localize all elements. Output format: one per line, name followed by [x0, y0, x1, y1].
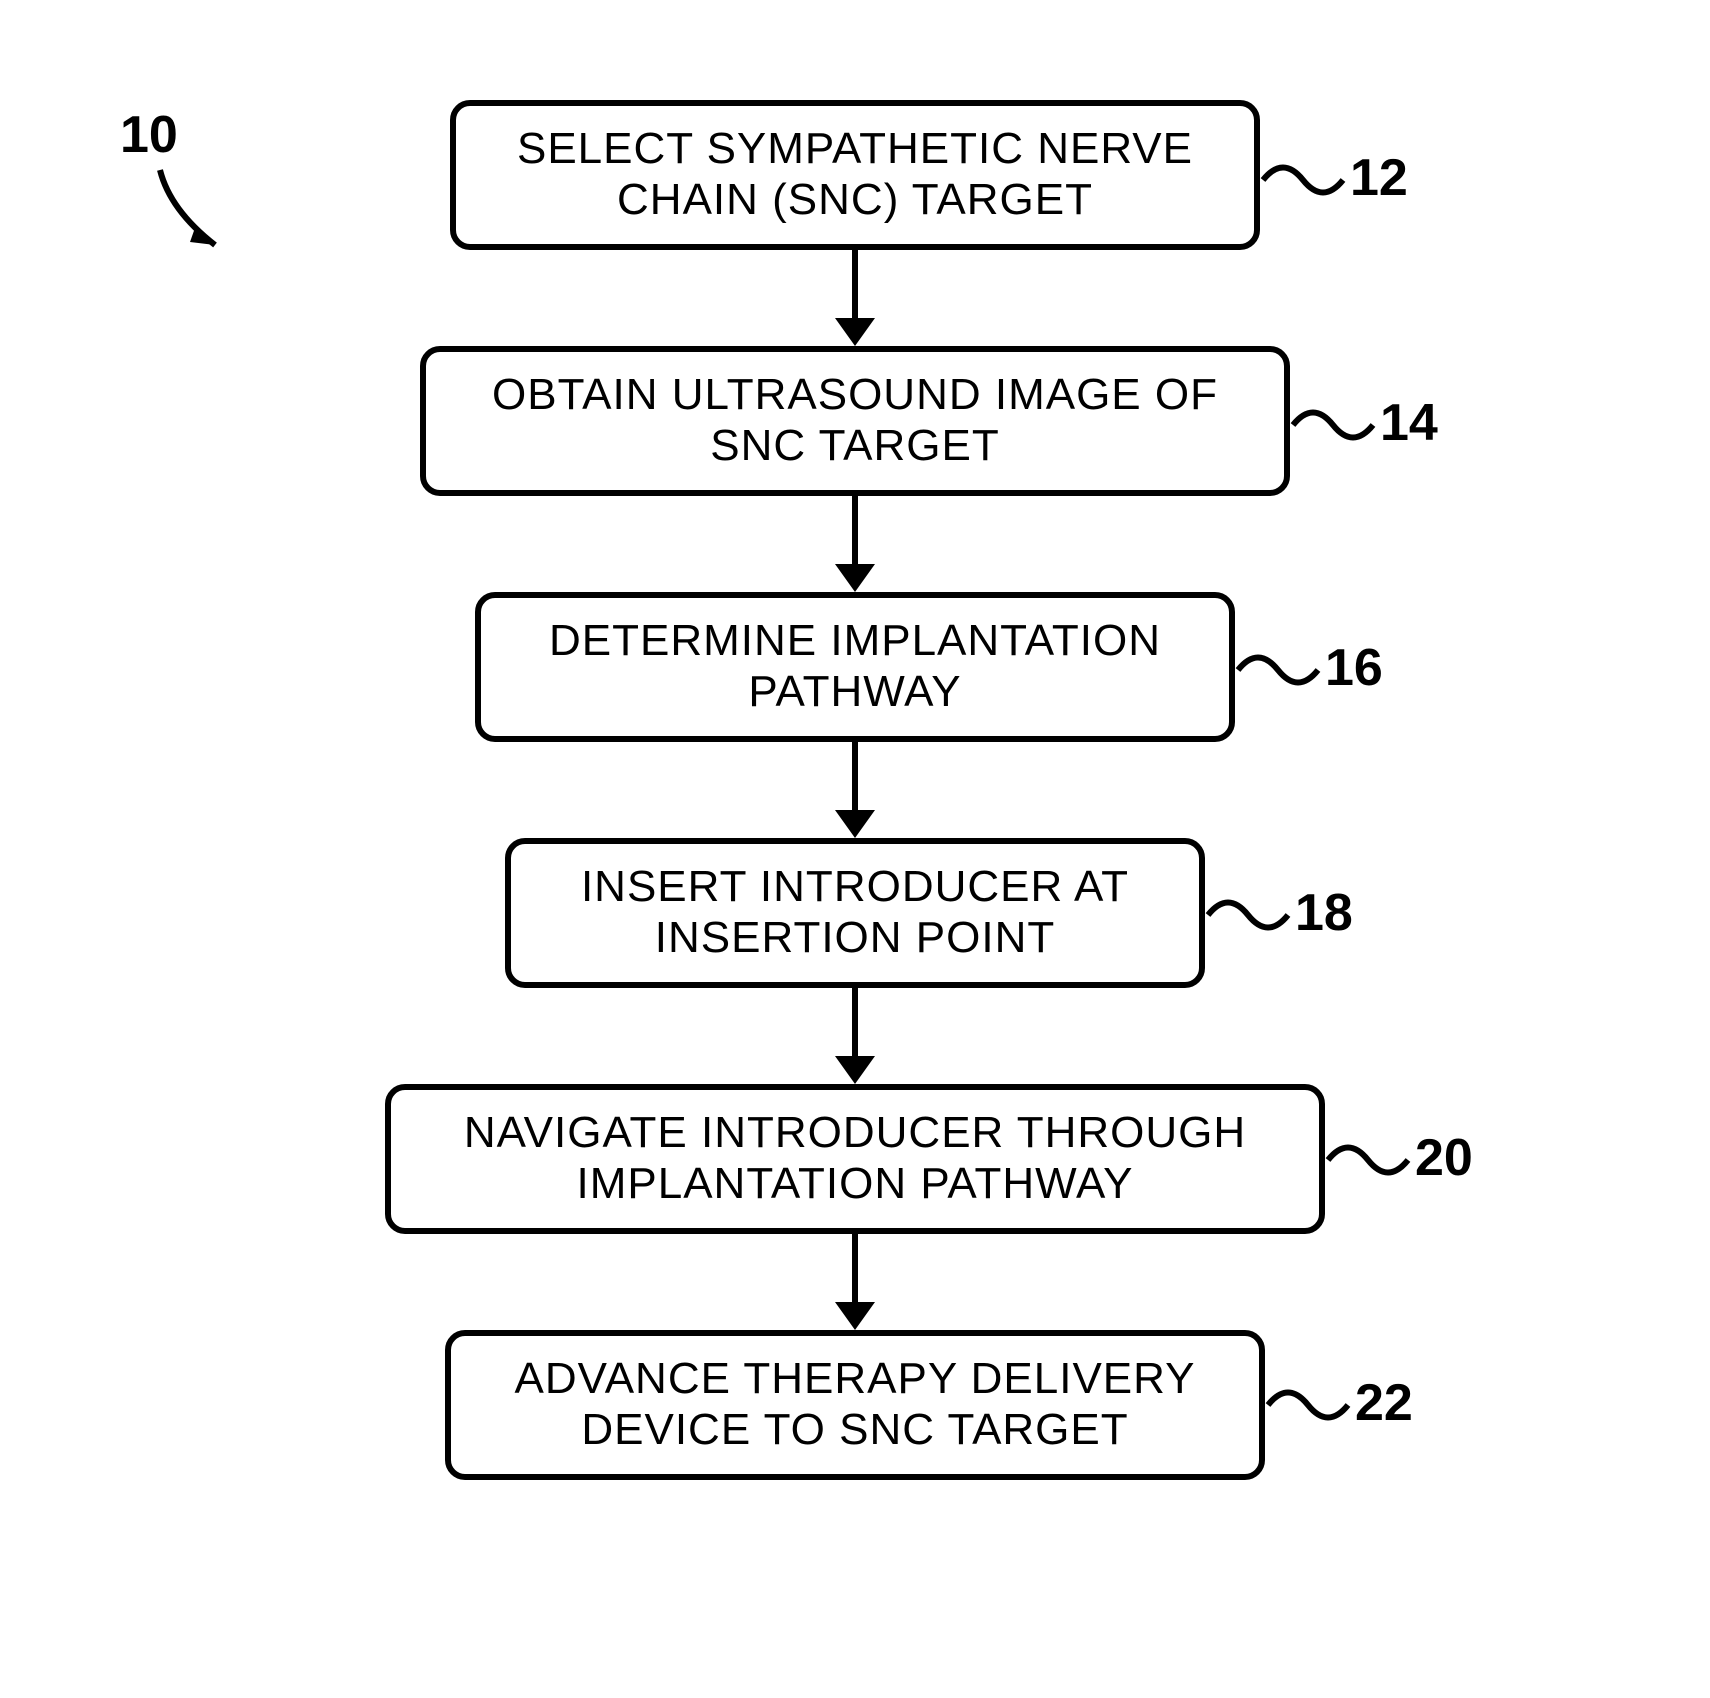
flow-step-text: CHAIN (SNC) TARGET — [617, 175, 1093, 226]
flow-arrow — [835, 988, 875, 1084]
squiggle-12 — [1258, 150, 1348, 210]
flow-step-text: PATHWAY — [748, 667, 961, 718]
flow-step-text: INSERTION POINT — [655, 913, 1055, 964]
flow-step-text: ADVANCE THERAPY DELIVERY — [515, 1354, 1196, 1405]
reference-label-12: 12 — [1350, 148, 1408, 208]
flow-arrow — [835, 496, 875, 592]
flow-step-text: OBTAIN ULTRASOUND IMAGE OF — [492, 370, 1218, 421]
reference-label-20: 20 — [1415, 1128, 1473, 1188]
flow-step-text: SNC TARGET — [710, 421, 1000, 472]
flow-step-text: SELECT SYMPATHETIC NERVE — [517, 124, 1193, 175]
reference-label-16: 16 — [1325, 638, 1383, 698]
flow-arrow — [835, 1234, 875, 1330]
flow-arrow — [835, 742, 875, 838]
reference-arrow-10 — [140, 160, 270, 280]
reference-label-14: 14 — [1380, 393, 1438, 453]
reference-label-10: 10 — [120, 105, 178, 165]
flow-step-16: DETERMINE IMPLANTATION PATHWAY — [475, 592, 1235, 742]
flow-step-text: DEVICE TO SNC TARGET — [581, 1405, 1128, 1456]
squiggle-22 — [1263, 1375, 1353, 1435]
flow-step-text: INSERT INTRODUCER AT — [581, 862, 1129, 913]
squiggle-20 — [1323, 1130, 1413, 1190]
reference-label-18: 18 — [1295, 883, 1353, 943]
flow-step-text: IMPLANTATION PATHWAY — [577, 1159, 1134, 1210]
flow-arrow — [835, 250, 875, 346]
flow-step-18: INSERT INTRODUCER AT INSERTION POINT — [505, 838, 1205, 988]
squiggle-18 — [1203, 885, 1293, 945]
squiggle-16 — [1233, 640, 1323, 700]
flow-step-text: DETERMINE IMPLANTATION — [549, 616, 1161, 667]
flow-step-20: NAVIGATE INTRODUCER THROUGH IMPLANTATION… — [385, 1084, 1325, 1234]
flow-step-14: OBTAIN ULTRASOUND IMAGE OF SNC TARGET — [420, 346, 1290, 496]
squiggle-14 — [1288, 395, 1378, 455]
flowchart: SELECT SYMPATHETIC NERVE CHAIN (SNC) TAR… — [385, 100, 1325, 1480]
flow-step-22: ADVANCE THERAPY DELIVERY DEVICE TO SNC T… — [445, 1330, 1265, 1480]
flow-step-12: SELECT SYMPATHETIC NERVE CHAIN (SNC) TAR… — [450, 100, 1260, 250]
flow-step-text: NAVIGATE INTRODUCER THROUGH — [464, 1108, 1246, 1159]
reference-label-22: 22 — [1355, 1373, 1413, 1433]
